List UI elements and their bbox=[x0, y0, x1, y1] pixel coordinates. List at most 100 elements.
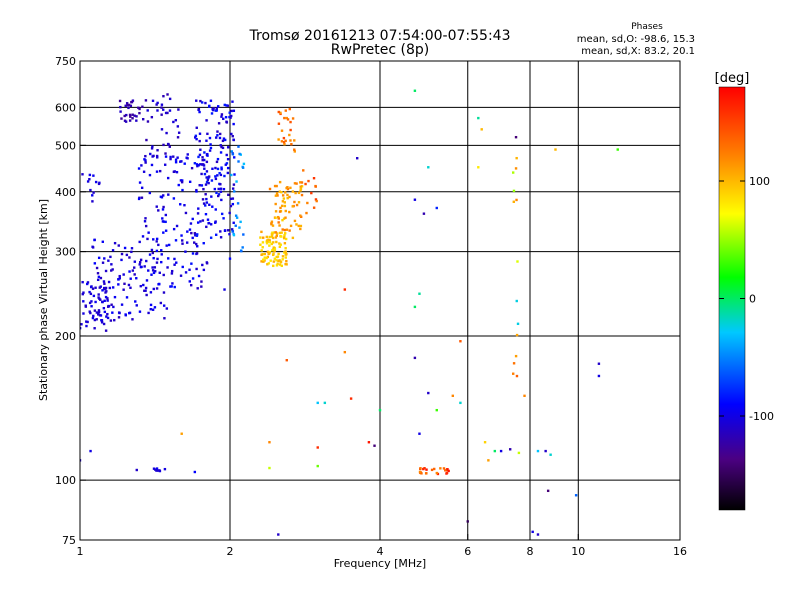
x-tick-label: 1 bbox=[77, 545, 84, 558]
echo-point bbox=[413, 356, 417, 360]
echo-point bbox=[128, 311, 132, 315]
echo-point bbox=[284, 250, 287, 253]
echo-point bbox=[214, 221, 217, 224]
echo-point bbox=[222, 137, 226, 140]
echo-point bbox=[143, 158, 146, 161]
echo-point bbox=[129, 277, 132, 280]
echo-point bbox=[97, 309, 101, 312]
grid-lines bbox=[80, 61, 680, 540]
echo-point bbox=[174, 158, 178, 161]
echo-point bbox=[214, 166, 217, 170]
echo-point bbox=[155, 240, 158, 243]
echo-point bbox=[259, 243, 262, 246]
echo-point bbox=[304, 182, 307, 186]
echo-point bbox=[93, 318, 97, 322]
echo-point bbox=[272, 260, 276, 263]
echo-point bbox=[272, 241, 275, 244]
echo-point bbox=[275, 259, 278, 262]
echo-point bbox=[103, 257, 106, 260]
echo-point bbox=[549, 453, 552, 456]
echo-point bbox=[120, 117, 123, 120]
echo-point bbox=[278, 245, 282, 249]
echo-point bbox=[170, 269, 174, 273]
echo-point bbox=[191, 236, 194, 240]
echo-point bbox=[91, 194, 94, 197]
echo-point bbox=[97, 296, 100, 299]
echo-point bbox=[459, 401, 462, 405]
echo-point bbox=[184, 271, 188, 274]
echo-point bbox=[220, 113, 224, 116]
echo-point bbox=[288, 229, 291, 232]
echo-point bbox=[145, 259, 148, 263]
echo-point bbox=[278, 263, 282, 266]
echo-point bbox=[95, 318, 98, 321]
echo-point bbox=[217, 122, 221, 125]
echo-point bbox=[242, 162, 246, 166]
echo-point bbox=[181, 188, 184, 192]
echo-point bbox=[160, 253, 163, 256]
echo-point bbox=[228, 232, 231, 236]
x-tick-label: 16 bbox=[673, 545, 687, 558]
echo-point bbox=[166, 111, 169, 115]
echo-point bbox=[280, 129, 284, 132]
echo-point bbox=[425, 468, 428, 471]
echo-point bbox=[446, 468, 449, 471]
echo-point bbox=[196, 212, 200, 215]
echo-point bbox=[145, 293, 148, 297]
echo-point bbox=[206, 152, 209, 156]
echo-point bbox=[205, 225, 208, 229]
echo-point bbox=[241, 166, 245, 169]
echo-point bbox=[280, 204, 284, 208]
echo-point bbox=[133, 260, 137, 263]
echo-point bbox=[167, 243, 171, 247]
echo-point bbox=[276, 194, 279, 197]
echo-point bbox=[162, 304, 166, 307]
y-tick-label: 500 bbox=[55, 139, 76, 152]
echo-point bbox=[104, 286, 108, 290]
echo-point bbox=[263, 252, 266, 256]
echo-point bbox=[227, 193, 230, 197]
echo-point bbox=[270, 235, 274, 238]
echo-point bbox=[216, 174, 219, 177]
echo-point bbox=[201, 156, 204, 159]
echo-point bbox=[289, 120, 292, 124]
echo-point bbox=[101, 289, 104, 292]
echo-point bbox=[265, 256, 268, 260]
echo-point bbox=[164, 213, 168, 217]
echo-point bbox=[138, 240, 141, 244]
echo-point bbox=[196, 287, 199, 290]
echo-point bbox=[193, 241, 196, 244]
echo-point bbox=[195, 126, 198, 129]
echo-point bbox=[281, 255, 285, 258]
echo-point bbox=[277, 533, 280, 536]
echo-point bbox=[275, 232, 279, 235]
echo-point bbox=[112, 305, 115, 309]
echo-point bbox=[214, 177, 218, 181]
echo-point bbox=[156, 109, 159, 112]
echo-point bbox=[106, 316, 110, 320]
echo-point bbox=[299, 186, 302, 189]
echo-point bbox=[274, 236, 278, 239]
echo-point bbox=[180, 234, 183, 237]
echo-point bbox=[413, 198, 417, 201]
echo-point bbox=[306, 201, 309, 205]
echo-point bbox=[232, 138, 235, 141]
echo-point bbox=[95, 266, 99, 270]
echo-point bbox=[238, 152, 241, 156]
echo-point bbox=[295, 223, 298, 226]
colorbar-tick-label: 0 bbox=[749, 293, 756, 306]
echo-point bbox=[102, 287, 106, 291]
echo-point bbox=[95, 311, 99, 314]
echo-point bbox=[172, 155, 175, 158]
echo-point bbox=[141, 235, 145, 238]
echo-point bbox=[217, 194, 220, 198]
echo-point bbox=[223, 103, 226, 107]
echo-point bbox=[273, 184, 277, 188]
echo-point bbox=[101, 261, 105, 264]
echo-point bbox=[451, 394, 455, 398]
echo-point bbox=[260, 253, 263, 257]
echo-point bbox=[483, 441, 487, 444]
echo-point bbox=[155, 205, 158, 208]
echo-point bbox=[512, 189, 516, 193]
echo-point bbox=[235, 216, 239, 219]
